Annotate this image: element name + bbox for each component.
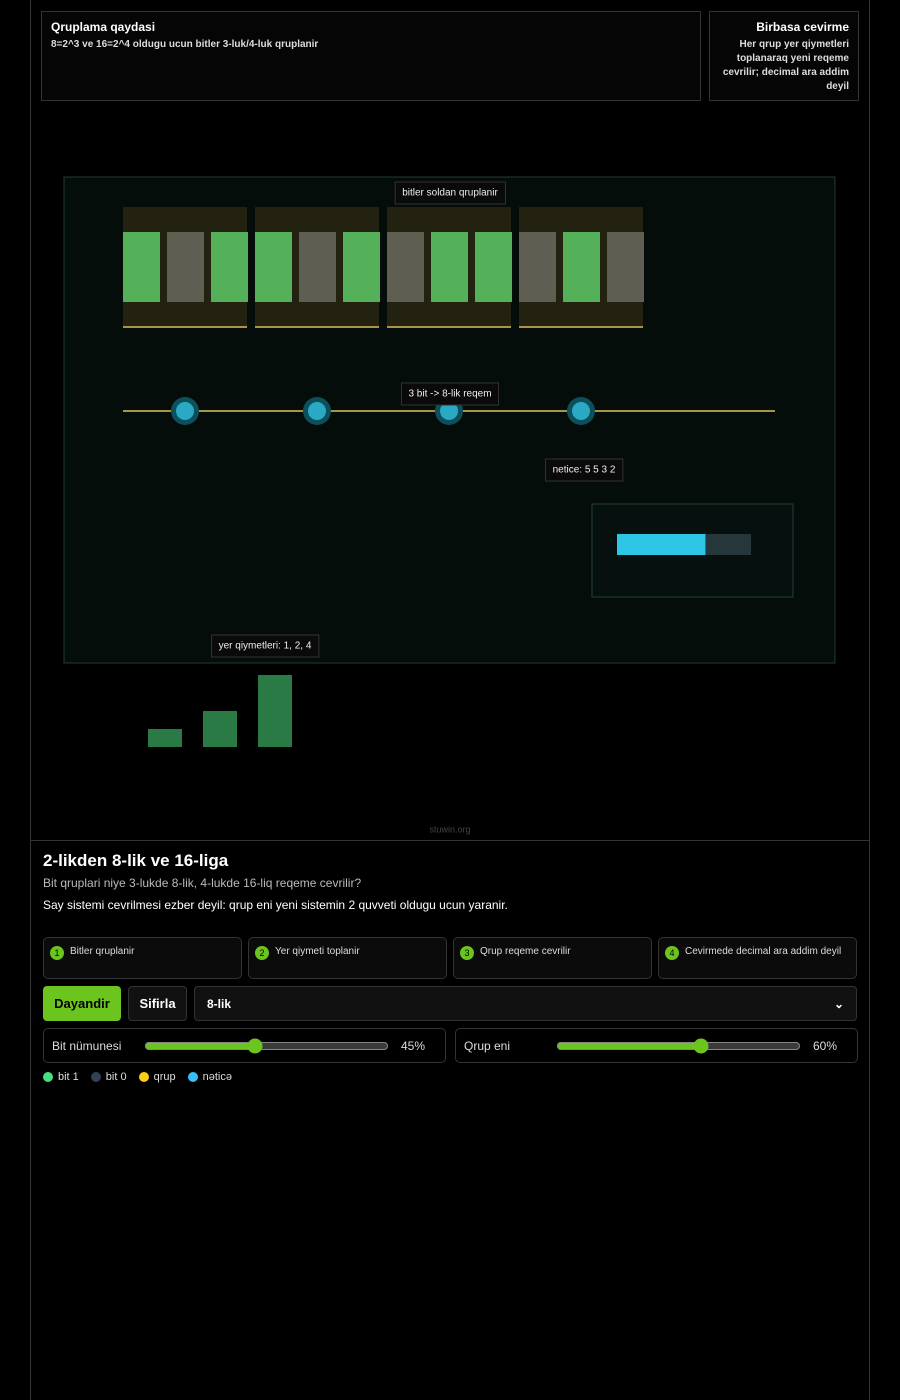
bit: [607, 232, 644, 302]
digit-node: [176, 402, 194, 420]
bit: [475, 232, 512, 302]
slider: Qrup eni 60%: [455, 1028, 858, 1063]
place-bar: [258, 675, 292, 747]
legend-item: bit 1: [43, 1071, 79, 1083]
tag-label: yer qiymetleri: 1, 2, 4: [219, 641, 312, 652]
digit-node: [308, 402, 326, 420]
bit: [387, 232, 424, 302]
panel-text: 8=2^3 ve 16=2^4 oldugu ucun bitler 3-luk…: [51, 39, 319, 50]
bit: [255, 232, 292, 302]
slider-input[interactable]: [144, 1037, 389, 1054]
step-number: 2: [255, 946, 269, 960]
watermark: stuwin.org: [429, 824, 470, 834]
step-number: 1: [50, 946, 64, 960]
step-label: Qrup reqeme cevrilir: [480, 946, 571, 957]
chevron: ⌄: [833, 996, 844, 1011]
tag-label: bitler soldan qruplanir: [402, 188, 498, 199]
info-panel: Qruplama qaydasi 8=2^3 ve 16=2^4 oldugu …: [41, 11, 701, 101]
place-bar: [148, 729, 182, 747]
step-number: 3: [460, 946, 474, 960]
slider-label: Bit nümunesi: [52, 1038, 122, 1053]
step: 2 Yer qiymeti toplanir: [248, 937, 447, 979]
bit: [431, 232, 468, 302]
digit-node: [440, 402, 458, 420]
digit-node: [572, 402, 590, 420]
bit: [519, 232, 556, 302]
select-value: 8-lik: [207, 996, 232, 1011]
step-label: Yer qiymeti toplanir: [275, 946, 360, 957]
reset-button[interactable]: Sifirla: [128, 986, 187, 1021]
legend-label: nəticə: [202, 1071, 232, 1083]
subtitle: Bit qruplari niye 3-lukde 8-lik, 4-lukde…: [43, 876, 362, 890]
base-select[interactable]: 8-lik ⌄: [194, 986, 857, 1021]
panel-title: Birbasa cevirme: [756, 20, 849, 34]
bit: [167, 232, 204, 302]
frame: [30, 0, 870, 1400]
slider: Bit nümunesi 45%: [43, 1028, 446, 1063]
step-label: Bitler qruplanir: [70, 946, 135, 957]
bit: [563, 232, 600, 302]
progress-bar: [617, 534, 706, 555]
slider-value: 45%: [401, 1038, 426, 1053]
bit: [343, 232, 380, 302]
legend-item: bit 0: [90, 1071, 127, 1083]
bit: [299, 232, 336, 302]
legend-item: nəticə: [187, 1071, 232, 1083]
info-panel: Birbasa cevirme Her qrup yer qiymetleri …: [709, 11, 859, 101]
description: Say sistemi cevrilmesi ezber deyil: qrup…: [43, 898, 508, 912]
legend-item: qrup: [138, 1071, 176, 1083]
legend-label: bit 1: [58, 1071, 79, 1083]
scene: stuwin.org bitler soldan qruplanir 3 bit …: [63, 176, 836, 834]
tag-box: [545, 458, 624, 482]
legend-label: qrup: [153, 1071, 176, 1083]
step: 4 Cevirmede decimal ara addim deyil: [658, 937, 857, 979]
legend-swatch: [187, 1072, 198, 1082]
tag-box: [211, 634, 320, 658]
legend-label: bit 0: [105, 1071, 127, 1083]
step: 1 Bitler qruplanir: [43, 937, 242, 979]
legend-swatch: [138, 1072, 149, 1082]
tag-label: 3 bit -> 8-lik reqem: [408, 389, 491, 400]
tag-box: [394, 181, 506, 205]
divider: [31, 840, 869, 841]
legend: bit 1 bit 0 qrup nəticə: [43, 1071, 232, 1083]
title: 2-likden 8-lik ve 16-liga: [43, 851, 229, 870]
tag-box: [400, 382, 500, 406]
panel-title: Qruplama qaydasi: [51, 20, 156, 34]
panel-text: Her qrup yer qiymetleri toplanaraq yeni …: [722, 39, 849, 92]
place-bar: [203, 711, 237, 747]
slider-label: Qrup eni: [464, 1038, 511, 1053]
bit: [123, 232, 160, 302]
legend-swatch: [43, 1072, 53, 1082]
step: 3 Qrup reqeme cevrilir: [453, 937, 652, 979]
pause-button[interactable]: Dayandir: [43, 986, 121, 1021]
slider-value: 60%: [813, 1038, 838, 1053]
step-label: Cevirmede decimal ara addim deyil: [685, 946, 842, 957]
legend-swatch: [90, 1072, 101, 1082]
bit: [211, 232, 248, 302]
step-number: 4: [665, 946, 679, 960]
slider-input[interactable]: [556, 1037, 801, 1054]
tag-label: netice: 5 5 3 2: [553, 465, 616, 476]
